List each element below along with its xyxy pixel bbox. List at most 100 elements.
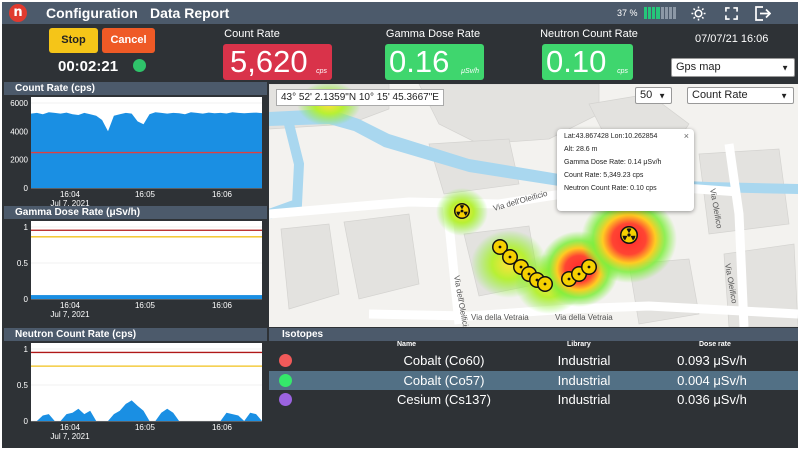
x-tick-label: 16:06 — [212, 423, 233, 432]
neutron-chart-title: Neutron Count Rate (cps) — [4, 328, 267, 341]
col-dose: Dose rate — [699, 341, 731, 348]
popup-count: Count Rate: 5,349.23 cps — [564, 172, 644, 179]
chevron-down-icon: ▼ — [780, 91, 788, 100]
y-tick-label: 0 — [24, 184, 29, 193]
recording-status-indicator — [133, 59, 146, 72]
x-axis-date: Jul 7, 2021 — [50, 199, 90, 208]
count-rate-chart-title: Count Rate (cps) — [4, 82, 267, 95]
street-label: Via della Vetraia — [471, 313, 529, 322]
map-canvas: Via dell'Oleificio Via dell'Oleificio Vi… — [269, 84, 798, 327]
isotope-row[interactable]: Cobalt (Co57) Industrial 0.004 μSv/h — [269, 371, 798, 390]
count-rate-unit: cps — [316, 68, 327, 75]
battery-icon — [644, 7, 676, 19]
isotope-dose: 0.036 μSv/h — [677, 392, 747, 407]
popup-neutron: Neutron Count Rate: 0.10 cps — [564, 185, 657, 192]
gamma-dose-chart: 1 0.5 0 16:04 16:05 16:06 Jul 7, 2021 — [4, 219, 267, 326]
battery-percent: 37 % — [617, 8, 638, 18]
x-tick-label: 16:05 — [135, 190, 156, 199]
street-label: Via della Vetraia — [555, 313, 613, 322]
gamma-dose-unit: μSv/h — [461, 68, 479, 75]
brightness-icon[interactable] — [689, 4, 707, 22]
isotope-row[interactable]: Cobalt (Co60) Industrial 0.093 μSv/h — [269, 351, 798, 370]
isotope-row[interactable]: Cesium (Cs137) Industrial 0.036 μSv/h — [269, 390, 798, 409]
neutron-series — [31, 400, 262, 421]
x-axis-date: Jul 7, 2021 — [50, 432, 90, 441]
isotope-name: Cobalt (Co60) — [403, 353, 485, 368]
isotope-name: Cesium (Cs137) — [397, 392, 491, 407]
menu-configuration[interactable]: Configuration — [46, 5, 138, 21]
coordinates-readout: 43° 52' 2.1359"N 10° 15' 45.3667"E — [276, 89, 444, 106]
popup-altitude: Alt: 28.6 m — [564, 146, 598, 153]
app-logo: n — [9, 4, 27, 22]
isotope-library: Industrial — [557, 373, 611, 388]
plot-area — [31, 221, 262, 299]
isotope-color-dot — [279, 354, 292, 367]
fullscreen-icon[interactable] — [722, 4, 740, 22]
logout-icon[interactable] — [754, 4, 772, 22]
elapsed-timer: 00:02:21 — [58, 58, 119, 75]
map-type-value: Gps map — [676, 61, 721, 73]
menu-data-report[interactable]: Data Report — [150, 5, 230, 21]
gamma-dose-value: 0.16 — [389, 44, 450, 79]
neutron-count-display: 0.10 cps — [542, 44, 633, 80]
layer-select[interactable]: Count Rate ▼ — [687, 87, 794, 104]
gamma-dose-display: 0.16 μSv/h — [385, 44, 484, 80]
count-rate-chart: 6000 4000 2000 0 16:04 16:05 16:06 Jul 7, 2021 — [4, 95, 267, 208]
gamma-dose-label: Gamma Dose Rate — [385, 28, 481, 40]
layer-value: Count Rate — [692, 89, 748, 101]
x-axis-date: Jul 7, 2021 — [50, 310, 90, 319]
gamma-series — [31, 295, 262, 299]
y-tick-label: 6000 — [10, 99, 28, 108]
popup-gamma: Gamma Dose Rate: 0.14 μSv/h — [564, 159, 662, 166]
map-point-popup: × Lat:43.867428 Lon:10.262854 Alt: 28.6 … — [557, 129, 694, 211]
chevron-down-icon: ▼ — [658, 91, 666, 100]
neutron-count-label: Neutron Count Rate — [540, 28, 638, 40]
date-time: 07/07/21 16:06 — [695, 33, 769, 45]
x-tick-label: 16:04 — [60, 190, 81, 199]
stop-button[interactable]: Stop — [49, 28, 98, 53]
y-tick-label: 1 — [24, 223, 29, 232]
close-icon[interactable]: × — [683, 131, 689, 141]
col-name: Name — [397, 341, 417, 348]
plot-area — [31, 343, 262, 421]
col-library: Library — [567, 341, 591, 348]
zoom-select[interactable]: 50 ▼ — [635, 87, 672, 104]
count-rate-series — [31, 112, 262, 188]
x-tick-label: 16:06 — [212, 301, 233, 310]
chevron-down-icon: ▼ — [781, 63, 789, 72]
y-tick-label: 4000 — [10, 127, 28, 136]
isotope-color-dot — [279, 393, 292, 406]
gps-map[interactable]: Via dell'Oleificio Via dell'Oleificio Vi… — [269, 84, 798, 327]
y-tick-label: 1 — [24, 345, 29, 354]
isotope-color-dot — [279, 374, 292, 387]
isotope-library: Industrial — [557, 353, 611, 368]
map-type-select[interactable]: Gps map ▼ — [671, 58, 795, 77]
isotopes-title: Isotopes — [269, 328, 798, 341]
y-tick-label: 0.5 — [17, 381, 29, 390]
isotope-library: Industrial — [557, 392, 611, 407]
x-tick-label: 16:05 — [135, 423, 156, 432]
y-tick-label: 0.5 — [17, 259, 29, 268]
isotope-dose: 0.004 μSv/h — [677, 373, 747, 388]
isotope-name: Cobalt (Co57) — [403, 373, 485, 388]
top-bar: n Configuration Data Report 37 % — [2, 2, 798, 24]
y-tick-label: 2000 — [10, 156, 28, 165]
y-tick-label: 0 — [24, 295, 29, 304]
cancel-button[interactable]: Cancel — [102, 28, 155, 53]
radiation-marker-group — [454, 203, 638, 292]
isotope-dose: 0.093 μSv/h — [677, 353, 747, 368]
gamma-chart-title: Gamma Dose Rate (μSv/h) — [4, 206, 267, 219]
x-tick-label: 16:06 — [212, 190, 233, 199]
neutron-count-chart: 1 0.5 0 16:04 16:05 16:06 Jul 7, 2021 — [4, 341, 267, 448]
x-tick-label: 16:04 — [60, 301, 81, 310]
x-tick-label: 16:05 — [135, 301, 156, 310]
isotopes-columns: Name Library Dose rate — [269, 341, 798, 350]
count-rate-value: 5,620 — [230, 44, 308, 79]
popup-latlon: Lat:43.867428 Lon:10.262854 — [564, 133, 658, 140]
count-rate-label: Count Rate — [224, 28, 280, 40]
x-tick-label: 16:04 — [60, 423, 81, 432]
neutron-count-value: 0.10 — [546, 44, 607, 79]
y-tick-label: 0 — [24, 417, 29, 426]
neutron-count-unit: cps — [617, 68, 628, 75]
